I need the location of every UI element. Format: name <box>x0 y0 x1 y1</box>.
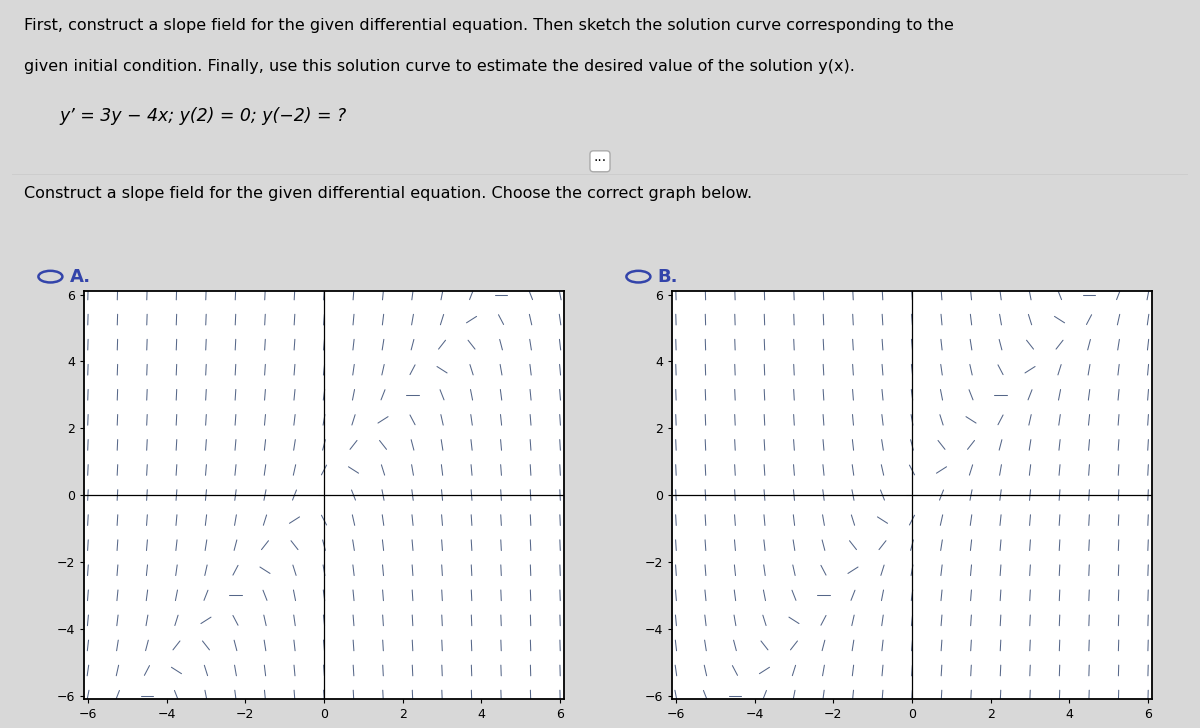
Text: Construct a slope field for the given differential equation. Choose the correct : Construct a slope field for the given di… <box>24 186 752 201</box>
Text: First, construct a slope field for the given differential equation. Then sketch : First, construct a slope field for the g… <box>24 17 954 33</box>
Text: A.: A. <box>70 268 91 285</box>
Text: given initial condition. Finally, use this solution curve to estimate the desire: given initial condition. Finally, use th… <box>24 60 854 74</box>
Text: y’ = 3y − 4x; y(2) = 0; y(−2) = ?: y’ = 3y − 4x; y(2) = 0; y(−2) = ? <box>59 108 347 125</box>
Text: B.: B. <box>658 268 678 285</box>
Text: ···: ··· <box>594 154 606 168</box>
